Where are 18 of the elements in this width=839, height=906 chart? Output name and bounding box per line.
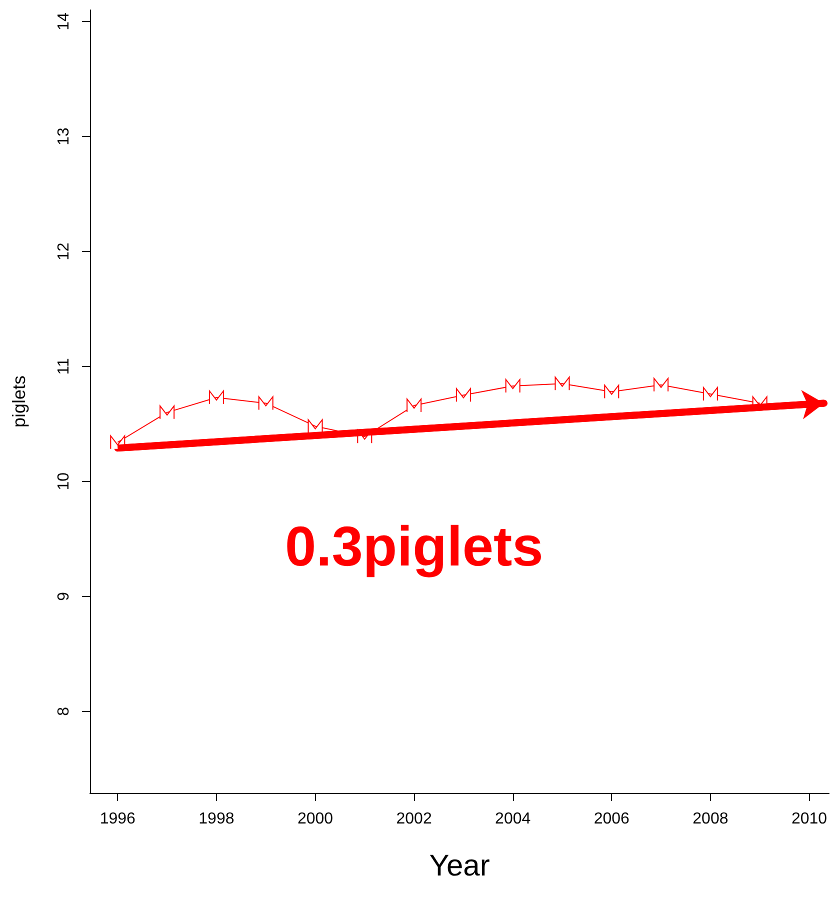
annotation: 0.3piglets: [285, 514, 544, 578]
y-tick-label: 11: [56, 358, 72, 375]
x-tick-label: 2008: [692, 810, 728, 828]
x-tick-label: 2002: [396, 810, 432, 828]
x-tick-label: 2004: [495, 810, 531, 828]
x-tick-label: 2000: [297, 810, 334, 828]
y-axis-title: piglets: [9, 375, 29, 428]
y-tick-label: 9: [56, 592, 72, 601]
x-tick-label: 2006: [594, 810, 630, 828]
y-tick-label: 10: [56, 472, 72, 490]
x-tick-label: 1996: [100, 810, 136, 828]
y-tick-label: 8: [56, 706, 72, 716]
x-tick-label: 1998: [198, 810, 234, 828]
y-tick-label: 13: [56, 127, 72, 146]
x-tick-label: 2010: [791, 810, 828, 828]
x-axis-title: Year: [429, 850, 490, 882]
y-tick-label: 14: [56, 12, 72, 30]
y-tick-label: 12: [56, 242, 72, 260]
